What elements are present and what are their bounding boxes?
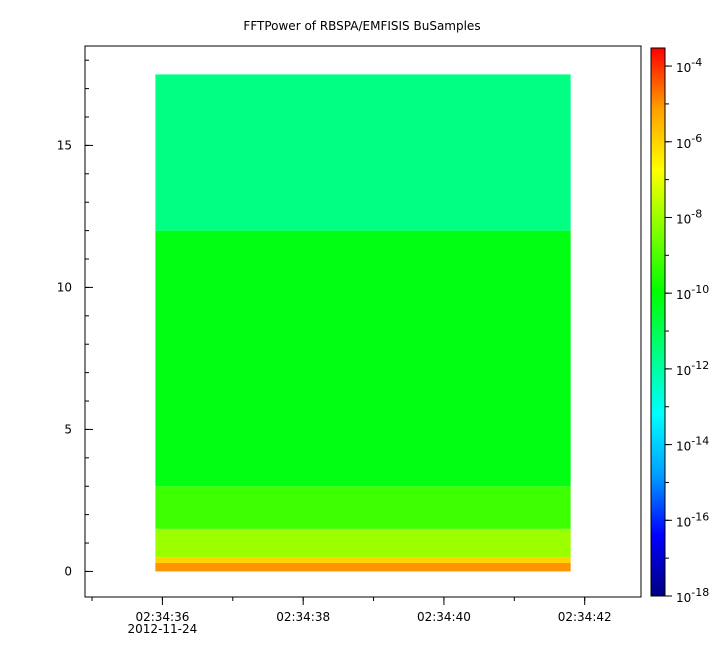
colorbar-tick-base: 10 xyxy=(676,212,691,226)
x-tick-label: 02:34:36 xyxy=(135,610,189,624)
colorbar xyxy=(650,47,666,597)
colorbar-tick-label: 10-14 xyxy=(676,435,709,454)
colorbar-tick-exponent: -12 xyxy=(691,359,709,372)
colorbar-tick-base: 10 xyxy=(676,137,691,151)
spectrogram-band xyxy=(155,230,571,487)
colorbar-tick-exponent: -4 xyxy=(691,56,702,69)
spectrogram-band xyxy=(155,486,571,529)
spectrogram-band xyxy=(155,74,571,231)
spectrogram-band xyxy=(155,562,571,572)
colorbar-tick-base: 10 xyxy=(676,61,691,75)
y-tick-label: 5 xyxy=(64,422,72,436)
colorbar-tick-base: 10 xyxy=(676,364,691,378)
y-tick-label: 15 xyxy=(57,138,72,152)
x-tick-label: 02:34:42 xyxy=(558,610,612,624)
colorbar-tick-label: 10-6 xyxy=(676,132,702,151)
colorbar-tick-label: 10-18 xyxy=(676,586,709,605)
colorbar-tick-label: 10-16 xyxy=(676,510,709,529)
x-tick-label: 02:34:38 xyxy=(276,610,330,624)
colorbar-tick-exponent: -14 xyxy=(691,435,709,448)
colorbar-tick-label: 10-4 xyxy=(676,56,702,75)
colorbar-tick-base: 10 xyxy=(676,288,691,302)
colorbar-tick-label: 10-12 xyxy=(676,359,709,378)
y-axis: 0 5 10 15 xyxy=(57,59,93,578)
colorbar-tick-exponent: -6 xyxy=(691,132,702,145)
colorbar-tick-base: 10 xyxy=(676,440,691,454)
x-tick-date-label: 2012-11-24 xyxy=(128,622,198,636)
colorbar-tick-label: 10-10 xyxy=(676,283,709,302)
spectrogram-band xyxy=(155,557,571,563)
y-tick-label: 0 xyxy=(64,564,72,578)
colorbar-tick-base: 10 xyxy=(676,591,691,605)
colorbar-tick-exponent: -8 xyxy=(691,207,702,220)
colorbar-tick-exponent: -10 xyxy=(691,283,709,296)
colorbar-tick-label: 10-8 xyxy=(676,207,702,226)
x-tick-label: 02:34:40 xyxy=(417,610,471,624)
spectrogram-area xyxy=(155,74,571,572)
spectrogram-band xyxy=(155,528,571,558)
colorbar-tick-exponent: -18 xyxy=(691,586,709,599)
chart-title: FFTPower of RBSPA/EMFISIS BuSamples xyxy=(243,19,480,33)
colorbar-tick-exponent: -16 xyxy=(691,510,709,523)
y-tick-label: 10 xyxy=(57,280,72,294)
colorbar-tick-base: 10 xyxy=(676,515,691,529)
